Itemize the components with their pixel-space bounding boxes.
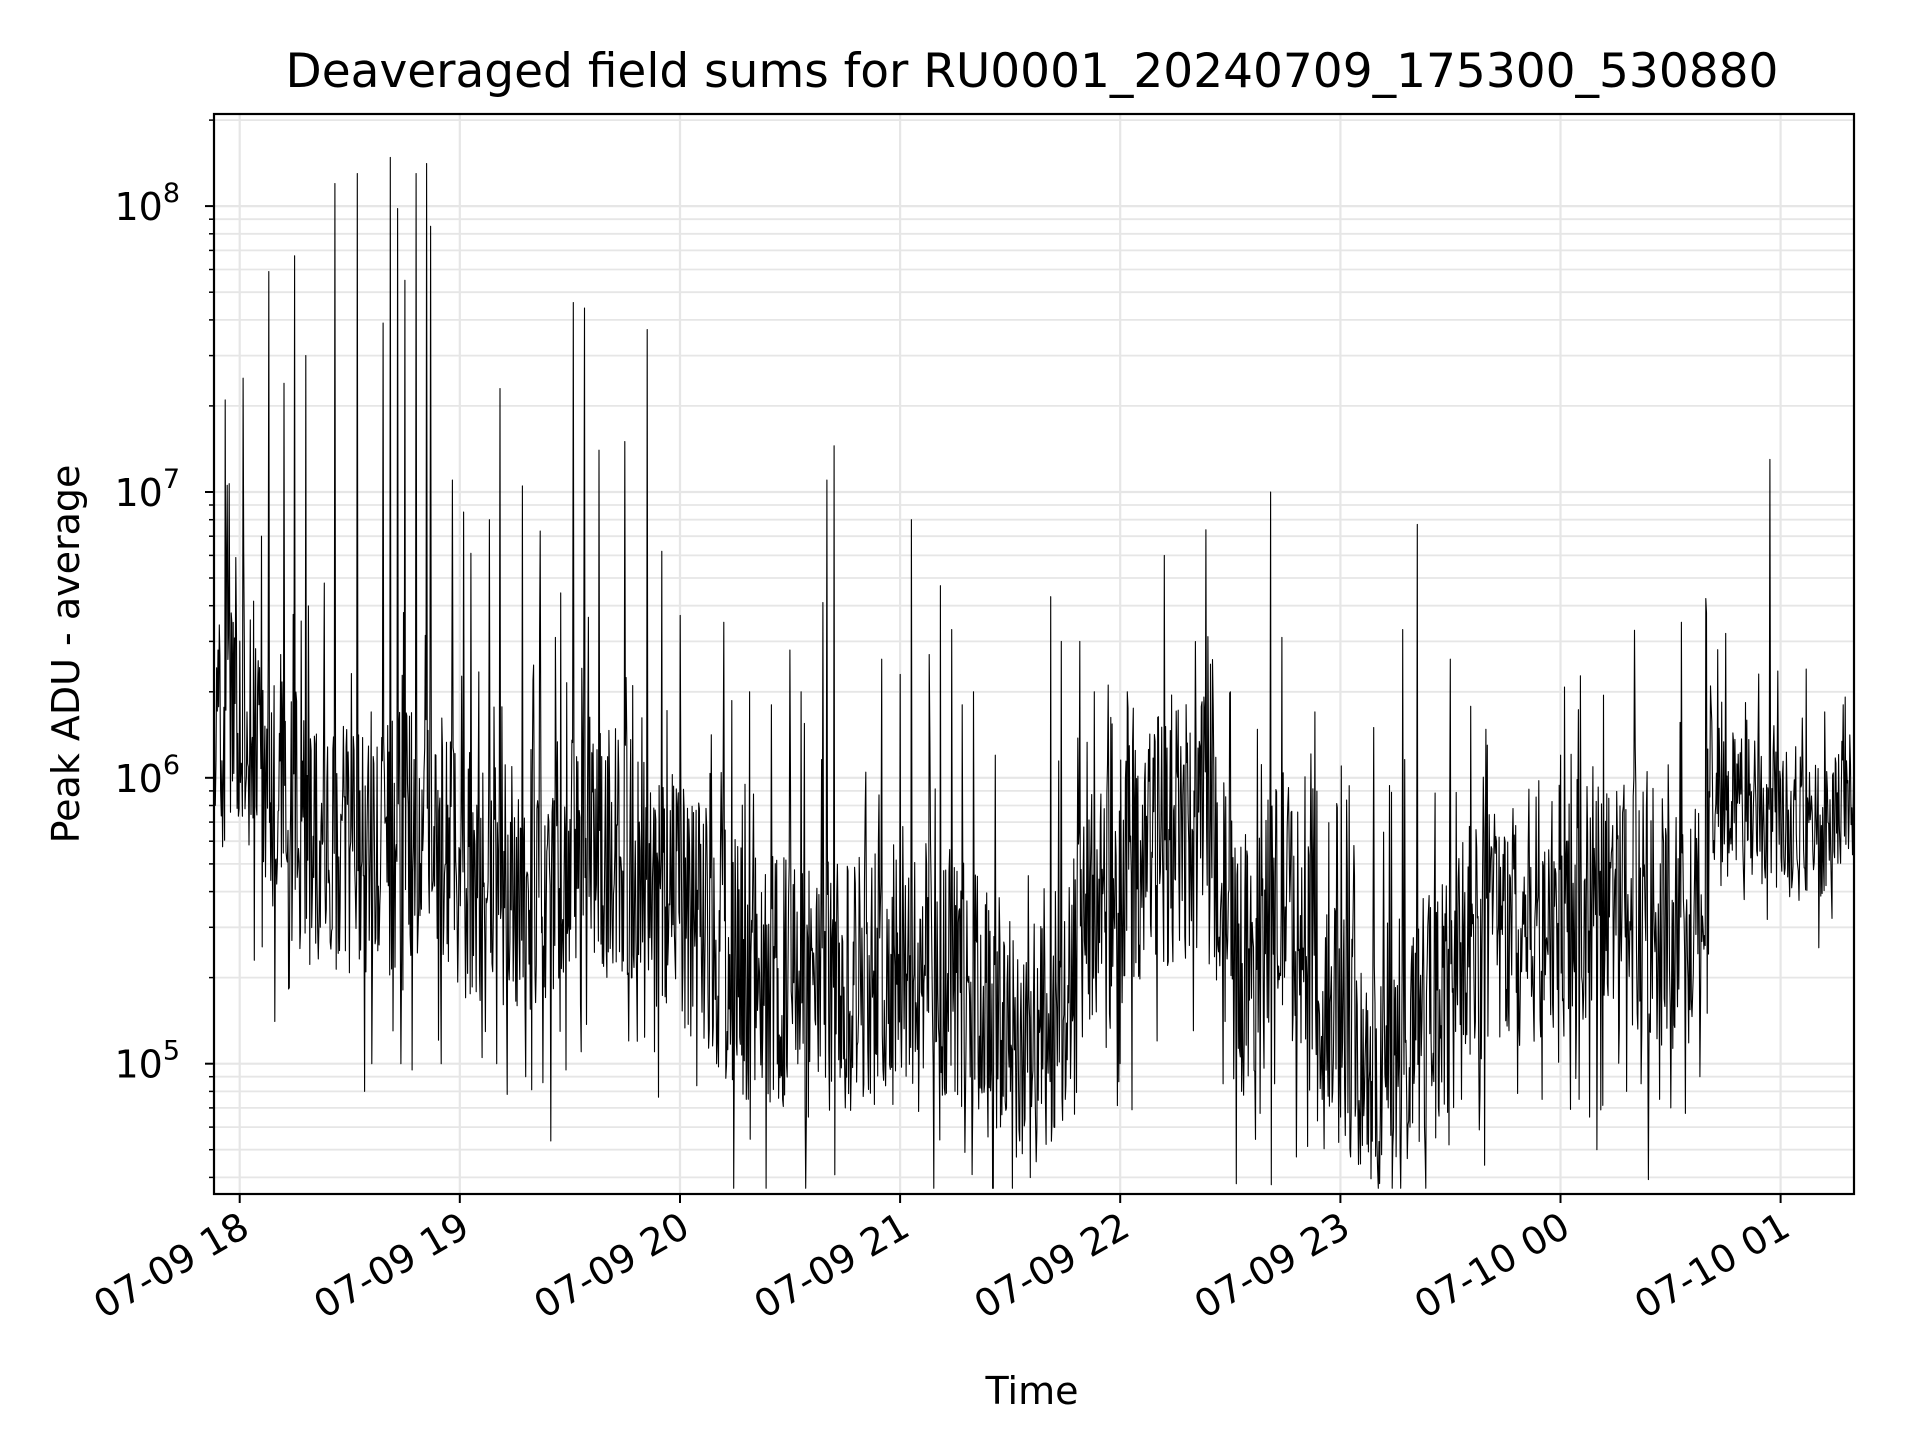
y-tick-label: 108: [114, 178, 180, 229]
plot-frame: [212, 112, 1856, 1196]
y-axis-label: Peak ADU - average: [44, 465, 88, 844]
chart-title: Deaveraged field sums for RU0001_2024070…: [286, 44, 1779, 99]
series-layer: [213, 156, 1855, 1189]
y-tick-label: 105: [114, 1036, 180, 1087]
y-tick-label: 107: [114, 464, 180, 515]
x-axis-label: Time: [985, 1369, 1079, 1413]
y-tick-label: 106: [114, 750, 180, 801]
series-line: [213, 156, 1855, 1189]
